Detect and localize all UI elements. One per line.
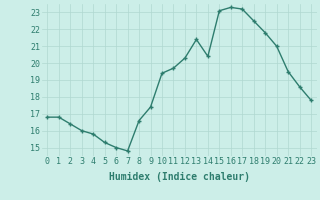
X-axis label: Humidex (Indice chaleur): Humidex (Indice chaleur) <box>109 172 250 182</box>
